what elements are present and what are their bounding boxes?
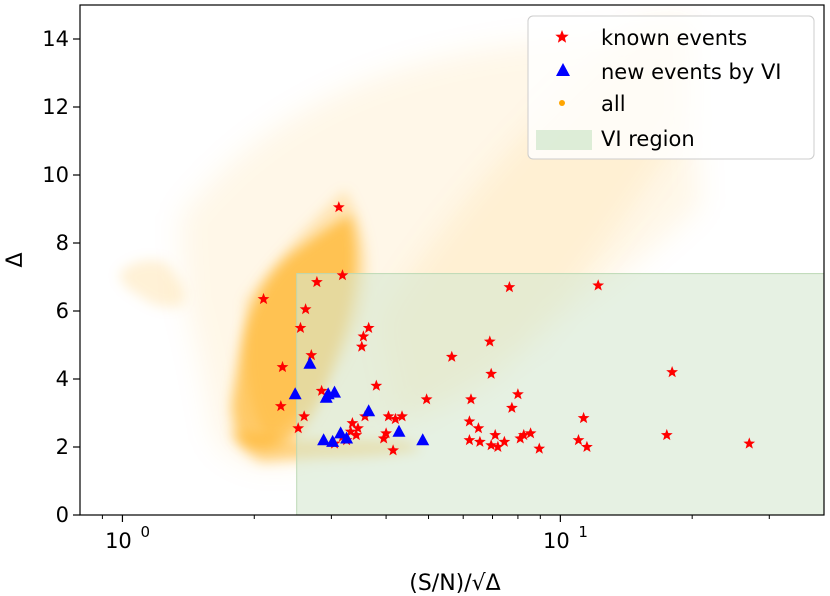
new-event-triangle-10 xyxy=(392,424,406,437)
known-event-star-51 xyxy=(577,411,590,424)
new-event-triangle-9 xyxy=(326,434,340,447)
known-event-star-24 xyxy=(382,410,395,422)
known-event-star-25 xyxy=(389,412,402,425)
known-event-star-38 xyxy=(463,434,476,446)
known-event-star-39 xyxy=(474,435,486,447)
y-tick-label-7: 14 xyxy=(42,27,69,51)
known-event-star-15 xyxy=(292,422,305,434)
known-event-star-56 xyxy=(743,437,756,449)
new-events-series xyxy=(288,356,430,447)
known-event-star-35 xyxy=(463,415,476,427)
known-event-star-40 xyxy=(485,439,498,451)
legend-triangle-icon xyxy=(556,63,570,76)
known-event-star-4 xyxy=(299,303,312,315)
known-event-star-42 xyxy=(492,440,504,452)
new-event-triangle-0 xyxy=(303,356,317,369)
legend-label-new-events: new events by VI xyxy=(601,60,782,84)
legend-label-known-events: known events xyxy=(601,26,747,50)
known-event-star-54 xyxy=(660,428,673,441)
y-tick-label-2: 4 xyxy=(56,367,69,391)
x-tick-label-1: 10 xyxy=(543,529,570,553)
known-event-star-48 xyxy=(524,427,537,439)
known-event-star-41 xyxy=(489,428,502,441)
new-event-triangle-8 xyxy=(317,433,331,446)
known-event-star-17 xyxy=(344,425,357,437)
known-event-star-12 xyxy=(370,379,383,391)
known-event-star-13 xyxy=(274,400,287,412)
known-event-star-53 xyxy=(592,279,605,291)
x-tick-exponent-1: 1 xyxy=(578,523,588,541)
known-event-star-30 xyxy=(420,393,433,405)
new-event-triangle-11 xyxy=(416,433,430,446)
legend-rect-icon xyxy=(536,130,592,150)
known-event-star-6 xyxy=(362,321,375,333)
known-event-star-14 xyxy=(298,410,311,422)
new-event-triangle-4 xyxy=(321,387,335,400)
legend-box xyxy=(527,15,815,160)
known-event-star-26 xyxy=(396,410,408,422)
known-event-star-2 xyxy=(311,275,323,288)
known-event-star-5 xyxy=(294,321,307,333)
known-event-star-10 xyxy=(276,360,289,373)
y-tick-label-5: 10 xyxy=(42,163,69,187)
plot-frame xyxy=(79,4,825,516)
known-event-star-9 xyxy=(305,349,318,361)
x-tick-exponent-0: 0 xyxy=(140,523,150,541)
legend-star-icon xyxy=(555,30,569,43)
legend: known events new events by VI all VI reg… xyxy=(527,15,815,160)
known-event-star-3 xyxy=(336,269,349,281)
new-event-triangle-6 xyxy=(334,426,348,439)
known-event-star-11 xyxy=(315,384,328,396)
known-event-star-27 xyxy=(380,427,392,439)
known-event-star-45 xyxy=(512,388,524,400)
known-event-star-50 xyxy=(572,434,585,446)
y-axis-label: Δ xyxy=(3,252,28,267)
density-blob-left xyxy=(119,259,184,308)
known-event-star-21 xyxy=(350,428,363,441)
known-event-star-43 xyxy=(498,435,511,447)
known-event-star-34 xyxy=(485,367,498,379)
y-tick-label-3: 6 xyxy=(56,299,69,323)
new-event-triangle-1 xyxy=(288,387,302,400)
known-event-star-22 xyxy=(352,422,364,434)
known-event-star-1 xyxy=(257,292,270,305)
y-axis: 0 2 4 6 8 10 12 14 xyxy=(42,27,80,527)
x-axis-minor-ticks xyxy=(101,515,770,519)
known-event-star-55 xyxy=(666,366,678,378)
legend-label-all: all xyxy=(601,92,626,116)
new-event-triangle-7 xyxy=(340,431,354,444)
y-tick-label-4: 8 xyxy=(56,231,69,255)
known-event-star-28 xyxy=(377,432,390,444)
x-tick-label-0: 10 xyxy=(105,529,132,553)
x-axis-label: (S/N)/√Δ xyxy=(409,571,500,596)
known-event-star-8 xyxy=(355,340,368,352)
legend-label-vi-region: VI region xyxy=(601,127,695,151)
known-event-star-16 xyxy=(346,417,359,429)
known-event-star-33 xyxy=(503,281,516,293)
x-axis: 10 0 10 1 xyxy=(105,515,588,553)
y-tick-label-1: 2 xyxy=(56,435,69,459)
new-event-triangle-5 xyxy=(362,404,376,417)
known-event-star-36 xyxy=(472,422,485,434)
y-tick-label-6: 12 xyxy=(42,95,69,119)
known-event-star-49 xyxy=(533,442,546,454)
known-event-star-37 xyxy=(465,393,477,405)
known-event-star-29 xyxy=(387,444,399,456)
known-event-star-32 xyxy=(483,335,496,347)
known-event-star-0 xyxy=(332,201,345,213)
known-event-star-31 xyxy=(445,350,458,362)
y-tick-label-0: 0 xyxy=(56,503,69,527)
known-event-star-46 xyxy=(514,432,527,444)
known-event-star-44 xyxy=(506,401,518,413)
known-event-star-7 xyxy=(357,330,370,342)
vi-region-shade xyxy=(296,273,825,516)
legend-dot-icon xyxy=(559,100,565,106)
known-event-star-47 xyxy=(517,428,530,441)
known-event-star-52 xyxy=(581,440,593,452)
